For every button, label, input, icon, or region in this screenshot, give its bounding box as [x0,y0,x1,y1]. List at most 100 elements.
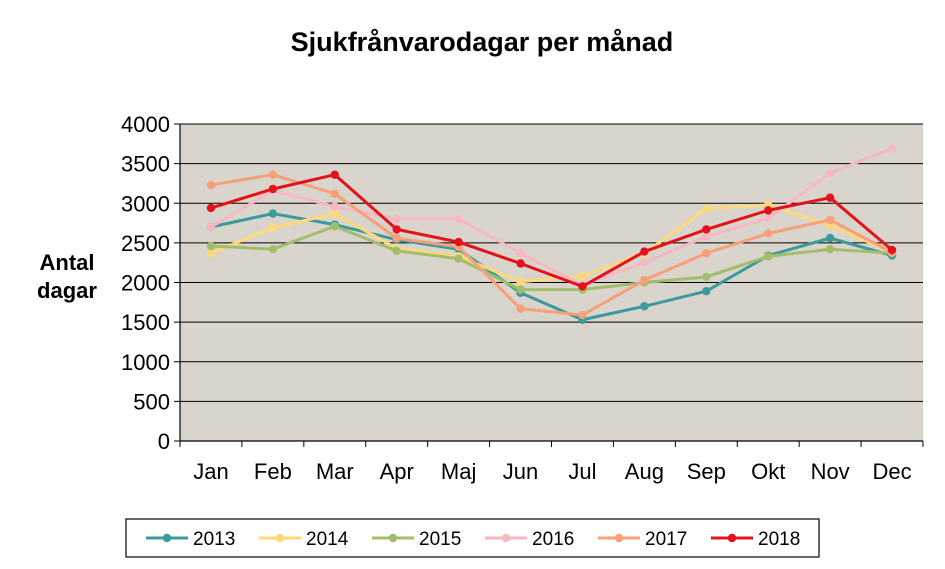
legend-item-2018: 2018 [711,529,800,550]
data-point [454,254,463,263]
data-point [206,222,216,232]
y-tick-label: 4000 [121,112,170,137]
data-point [578,282,587,291]
x-tick-label: Okt [751,459,785,484]
data-point [640,247,649,256]
y-tick-label: 3000 [121,191,170,216]
data-point [640,258,649,267]
data-point [392,214,401,224]
series-line-2015 [210,224,893,292]
x-tick-label: Jun [503,459,538,484]
data-point [268,170,278,179]
series-line-2013 [210,212,893,322]
x-tick-label: Dec [872,459,911,484]
data-point [702,232,711,241]
legend-label: 2016 [532,529,574,550]
legend-item-2013: 2013 [146,529,235,550]
legend-label: 2015 [419,529,461,550]
data-point [887,245,897,255]
legend-item-2016: 2016 [485,529,574,550]
data-point [330,170,339,179]
legend-swatch-marker [501,533,511,543]
data-point [392,233,401,243]
data-point [578,310,587,320]
data-point [764,252,773,261]
data-point [702,225,711,234]
data-point [516,285,525,294]
data-point [206,241,216,251]
data-point [268,184,278,194]
legend-item-2017: 2017 [598,529,687,550]
data-point [330,209,339,218]
data-point [268,209,278,218]
data-point [330,189,339,198]
data-point [268,245,278,254]
y-tick-label: 3500 [121,152,170,177]
data-point [578,271,587,281]
gridlines [180,123,923,402]
series-line-2016 [210,147,893,287]
y-tick-label: 0 [158,429,170,454]
data-point [516,304,525,313]
legend-label: 2014 [306,529,349,550]
x-tick-label: Jan [193,459,228,484]
x-tick-label: Aug [625,459,664,484]
legend-label: 2013 [193,529,235,550]
data-point [268,223,278,233]
legend: 2013 2014 2015 2016 2017 2018 [125,518,820,558]
legend-label: 2017 [645,529,687,550]
data-point [702,287,711,296]
y-tick-label: 1000 [121,350,170,375]
x-tick-label: Feb [254,459,292,484]
y-tick-label: 1500 [121,310,170,335]
data-point [702,204,711,213]
data-point [206,180,216,190]
data-point [764,229,773,238]
series-lines [206,144,897,324]
legend-swatch-marker [727,533,737,543]
y-tick-labels: 0 500 1000 1500 2000 2500 3000 3500 4000 [121,112,180,454]
data-point [392,225,401,234]
x-tick-label: Sep [687,459,726,484]
data-point [330,222,339,231]
legend-label: 2018 [758,529,800,550]
x-tick-label: Nov [811,459,850,484]
data-point [330,202,339,211]
x-tick-label: Apr [380,459,414,484]
legend-swatch-marker [162,533,172,543]
x-tick-label: Jul [568,459,596,484]
data-point [640,302,649,311]
data-point [206,203,216,213]
data-point [825,215,835,225]
data-point [887,144,897,153]
legend-frame [125,518,820,558]
legend-item-2015: 2015 [372,529,461,550]
series-2016 [206,144,897,290]
legend-swatch-marker [388,533,398,543]
data-point [825,233,835,243]
y-tick-label: 500 [133,389,170,414]
x-tick-labels: Jan Feb Mar Apr Maj Jun Jul Aug Sep Okt Nov Dec [179,441,924,484]
series-line-2018 [210,173,894,288]
data-point [825,168,835,178]
x-tick-label: Mar [316,459,354,484]
data-point [764,214,773,223]
y-axis-label-line-2: dagar [37,278,97,303]
y-tick-label: 2500 [121,231,170,256]
data-point [454,237,463,247]
legend-swatch-marker [275,533,285,543]
data-point [516,277,525,286]
chart-title: Sjukfrånvarodagar per månad [291,27,674,57]
data-point [825,193,835,202]
data-point [516,259,525,268]
data-point [454,214,463,224]
data-point [392,246,401,255]
data-point [764,206,773,215]
data-point [702,272,711,282]
series-2018 [206,170,897,291]
data-point [702,248,711,258]
legend-swatch-marker [614,533,624,543]
series-2015 [206,222,897,294]
x-tick-label: Maj [441,459,476,484]
